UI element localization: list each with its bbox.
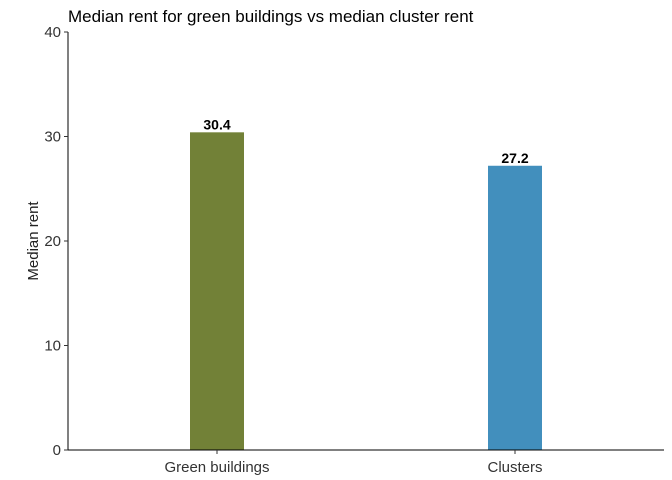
axes-layer: 0 10 20 30 40 Green buildings Clusters [44, 24, 664, 476]
y-tick-label-4: 40 [44, 24, 61, 41]
data-labels-layer: 30.4 27.2 [203, 116, 528, 165]
chart-title: Median rent for green buildings vs media… [68, 7, 474, 26]
bar-1 [190, 132, 244, 450]
data-label-1: 30.4 [203, 116, 230, 132]
y-tick-label-2: 20 [44, 233, 61, 250]
data-label-2: 27.2 [501, 150, 528, 166]
x-tick-label-1: Clusters [487, 459, 542, 476]
bar-2 [488, 165, 542, 450]
bars-layer [190, 132, 542, 450]
x-tick-label-0: Green buildings [164, 459, 269, 476]
y-tick-label-0: 0 [53, 442, 61, 459]
y-tick-label-3: 30 [44, 129, 61, 146]
y-axis-label: Median rent [25, 201, 42, 281]
y-tick-label-1: 10 [44, 338, 61, 355]
